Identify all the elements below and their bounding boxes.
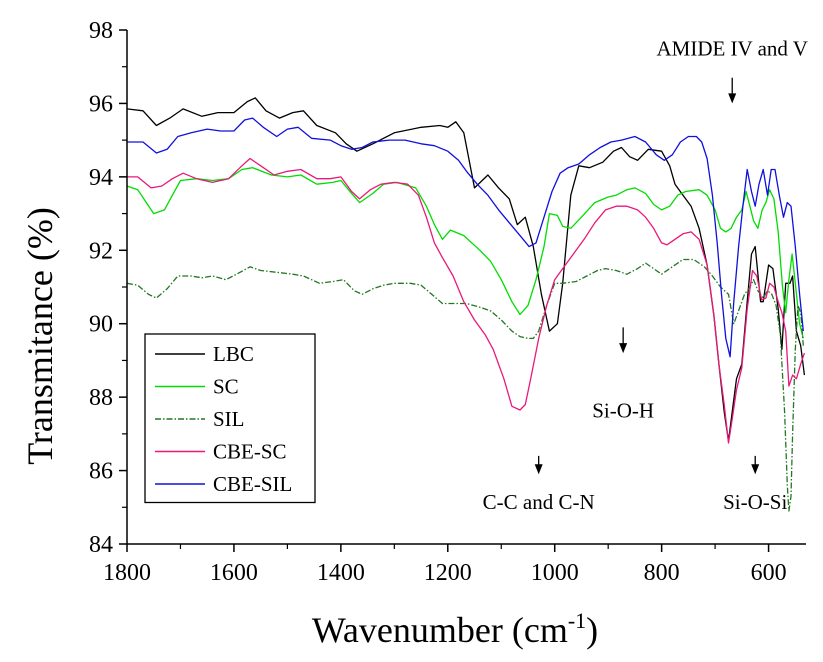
x-axis-title-superscript: -1: [568, 608, 586, 633]
x-tick-label: 1400: [317, 560, 365, 586]
legend-label-cbe-sil: CBE-SIL: [213, 472, 292, 496]
series-line-cbe-sil: [127, 117, 804, 358]
x-tick-label: 1800: [103, 560, 151, 586]
y-tick-label: 86: [89, 459, 113, 485]
x-axis-title-main: Wavenumber (cm: [312, 610, 568, 650]
annotation-arrow-head: [751, 464, 760, 475]
series-line-cbe-sc: [127, 157, 806, 444]
series-line-sc: [127, 167, 804, 339]
legend: LBC SC SIL CBE-SC CBE-SIL: [144, 333, 316, 504]
x-tick-label: 1000: [531, 560, 579, 586]
y-tick-label: 88: [89, 385, 113, 411]
axes-group: 1800 1600 1400 1200 1000 800 600 84 86 88 90 92 94 96…: [89, 18, 806, 586]
annotations-group: AMIDE IV and V Si-O-H C-C and C-N Si-O-Si: [483, 37, 808, 514]
legend-label-sil: SIL: [213, 407, 245, 431]
y-tick-label: 90: [89, 312, 113, 338]
y-tick-label: 92: [89, 238, 113, 264]
legend-label-sc: SC: [213, 375, 239, 399]
annotation-label: AMIDE IV and V: [656, 37, 807, 61]
annotation-label: Si-O-Si: [723, 490, 787, 514]
y-tick-label: 96: [89, 91, 113, 117]
annotation-label: Si-O-H: [592, 398, 654, 422]
annotation-arrow-head: [619, 343, 628, 354]
legend-label-cbe-sc: CBE-SC: [213, 440, 287, 464]
plot-series-group: [127, 97, 806, 512]
x-axis-title-close: ): [586, 610, 598, 650]
annotation-label: C-C and C-N: [483, 490, 595, 514]
x-tick-label: 800: [644, 560, 680, 586]
legend-box: [144, 333, 316, 504]
y-axis-title: Transmitance (%): [20, 207, 60, 465]
x-axis-title: Wavenumber (cm-1): [312, 608, 598, 650]
y-tick-label: 94: [89, 165, 113, 191]
series-line-lbc: [127, 97, 806, 442]
y-tick-label: 84: [89, 532, 113, 558]
x-tick-label: 1200: [424, 560, 472, 586]
annotation-arrow-head: [728, 93, 737, 104]
annotation-arrow-head: [534, 464, 543, 475]
legend-label-lbc: LBC: [213, 342, 254, 366]
x-tick-label: 600: [751, 560, 787, 586]
y-tick-label: 98: [89, 18, 113, 44]
x-tick-label: 1600: [210, 560, 258, 586]
